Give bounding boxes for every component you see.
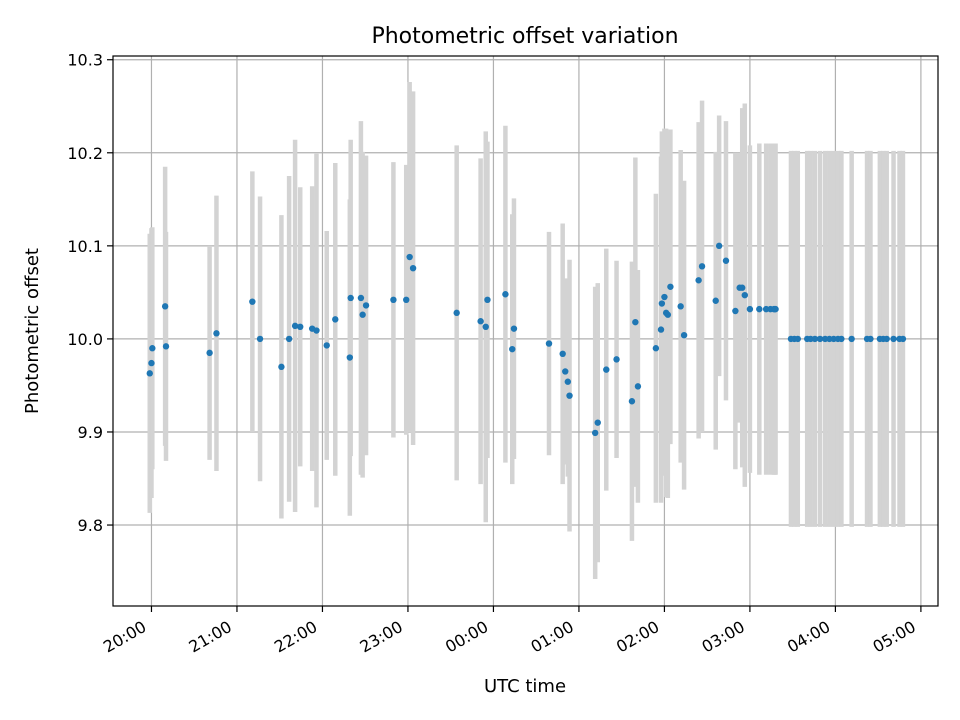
y-axis-label: Photometric offset [22, 248, 43, 414]
data-point [213, 330, 220, 337]
data-point [715, 242, 723, 250]
data-point [890, 335, 897, 343]
data-point [591, 429, 599, 437]
data-point [628, 398, 636, 405]
data-point [772, 305, 779, 313]
data-point [482, 323, 489, 331]
data-point [698, 263, 706, 270]
data-point [403, 296, 410, 304]
data-point [148, 359, 155, 367]
data-point [667, 283, 674, 290]
data-point [510, 325, 518, 332]
data-point [545, 340, 553, 347]
data-point [502, 291, 509, 298]
data-point [278, 363, 285, 371]
data-point [632, 318, 639, 326]
data-point [313, 327, 320, 334]
data-point [453, 309, 460, 317]
data-point [732, 307, 739, 315]
data-point [559, 350, 566, 358]
plot-frame [112, 55, 939, 607]
data-point [652, 345, 660, 352]
data-point [347, 294, 354, 302]
data-point [509, 345, 516, 353]
data-points [146, 242, 907, 437]
data-point [867, 335, 874, 343]
data-point [722, 257, 730, 264]
y-axis-ticks: 9.8 9.9 10.0 10.1 10.2 10.3 [67, 51, 113, 535]
data-point [712, 297, 719, 304]
y-tick-label: 9.8 [78, 516, 103, 535]
y-tick-label: 10.3 [67, 51, 103, 70]
data-point [739, 284, 746, 291]
data-point [603, 366, 610, 373]
data-point [362, 302, 370, 309]
data-point [477, 318, 484, 325]
data-point [146, 370, 153, 377]
data-point [658, 300, 666, 307]
data-point [323, 342, 330, 349]
data-point [566, 392, 573, 399]
data-point [680, 331, 688, 339]
y-tick-label: 10.1 [67, 237, 103, 256]
data-point [899, 335, 907, 343]
y-tick-label: 10.2 [67, 144, 103, 163]
data-point [794, 335, 801, 343]
data-point [838, 335, 845, 343]
y-tick-label: 9.9 [78, 423, 103, 442]
data-point [756, 305, 763, 313]
data-point [816, 335, 824, 343]
data-point [695, 277, 702, 284]
chart-title: Photometric offset variation [371, 24, 678, 49]
y-tick-label: 10.0 [67, 330, 103, 349]
data-point [161, 303, 169, 310]
data-point [613, 356, 620, 363]
data-point [484, 296, 491, 304]
data-point [741, 291, 748, 299]
data-point [357, 294, 365, 302]
data-point [848, 335, 855, 343]
data-point [409, 264, 417, 272]
data-point [594, 419, 601, 426]
data-point [657, 326, 665, 333]
data-point [677, 303, 684, 310]
data-point [162, 343, 170, 350]
data-point [564, 378, 572, 385]
data-point [256, 335, 264, 343]
x-axis-label: UTC time [484, 676, 566, 697]
data-point [291, 322, 299, 330]
data-point [661, 293, 668, 301]
data-point [285, 335, 293, 343]
data-point [390, 296, 397, 304]
data-point [332, 316, 339, 323]
data-point [664, 311, 672, 318]
data-point [346, 354, 354, 361]
data-point [883, 335, 890, 343]
data-point [297, 323, 304, 331]
data-point [206, 349, 213, 357]
data-point [249, 298, 256, 305]
data-point [811, 335, 819, 343]
data-point [634, 383, 642, 390]
data-point [562, 368, 569, 375]
data-point [746, 305, 754, 313]
data-point [359, 311, 366, 318]
data-point [149, 345, 156, 352]
data-point [406, 253, 413, 261]
